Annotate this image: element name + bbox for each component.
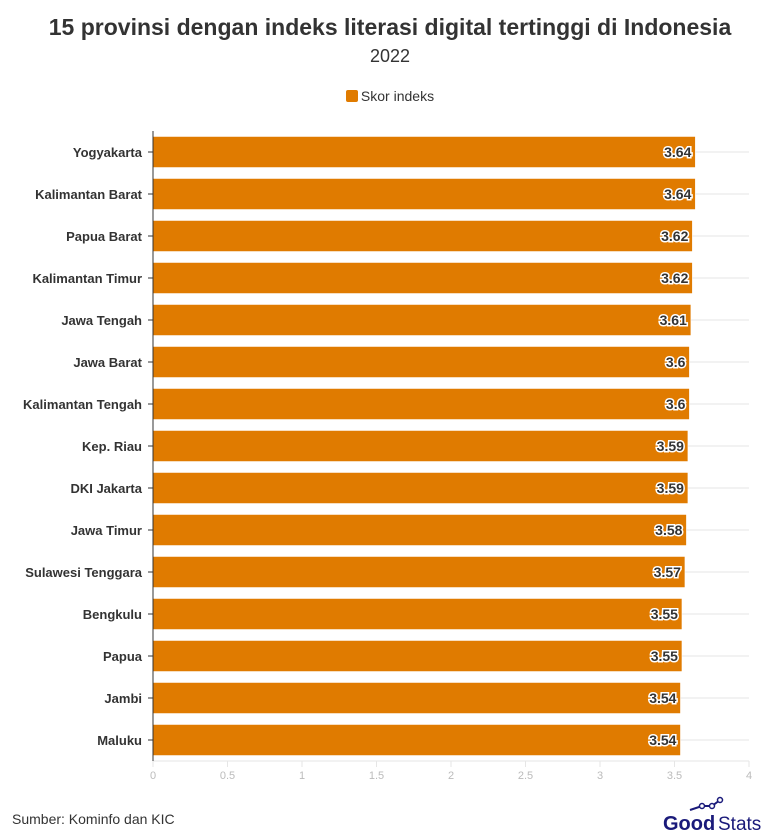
x-tick-label: 0: [150, 770, 156, 782]
y-tick-label: Papua Barat: [66, 229, 143, 244]
bar[interactable]: [152, 136, 696, 168]
data-label: 3.59: [657, 438, 684, 454]
bar[interactable]: [152, 640, 683, 672]
data-label: 3.54: [649, 690, 676, 706]
bar[interactable]: [152, 220, 693, 252]
y-tick-label: Kalimantan Timur: [32, 271, 142, 286]
bar[interactable]: [152, 178, 696, 210]
x-tick-label: 3.5: [667, 770, 682, 782]
y-tick-label: Jawa Timur: [71, 523, 142, 538]
data-label: 3.6: [666, 396, 686, 412]
data-label: 3.64: [664, 144, 691, 160]
bar[interactable]: [152, 724, 681, 756]
legend-label: Skor indeks: [360, 88, 435, 104]
bar[interactable]: [152, 514, 687, 546]
y-tick-label: Jambi: [104, 691, 142, 706]
data-label: 3.62: [661, 228, 688, 244]
data-label: 3.58: [655, 522, 682, 538]
bar[interactable]: [152, 598, 683, 630]
source-note: Sumber: Kominfo dan KIC: [12, 811, 175, 827]
data-label: 3.62: [661, 270, 688, 286]
data-label: 3.64: [664, 186, 691, 202]
y-tick-label: Jawa Tengah: [61, 313, 142, 328]
bar[interactable]: [152, 556, 686, 588]
bar[interactable]: [152, 262, 693, 294]
data-label: 3.54: [649, 732, 676, 748]
legend[interactable]: Skor indeks: [0, 88, 780, 104]
x-tick-label: 4: [746, 770, 752, 782]
y-tick-label: Kalimantan Barat: [35, 187, 143, 202]
chart-subtitle: 2022: [369, 46, 411, 66]
bar[interactable]: [152, 388, 690, 420]
y-tick-label: Papua: [103, 649, 143, 664]
data-label: 3.59: [657, 480, 684, 496]
goodstats-logo: Good Stats: [660, 796, 770, 839]
svg-text:Stats: Stats: [718, 814, 761, 834]
chart-title: 15 provinsi dengan indeks literasi digit…: [48, 14, 732, 40]
y-tick-label: Bengkulu: [83, 607, 142, 622]
x-tick-label: 2.5: [518, 770, 533, 782]
data-label: 3.6: [666, 354, 686, 370]
bar[interactable]: [152, 682, 681, 714]
y-tick-label: Kep. Riau: [82, 439, 142, 454]
data-label: 3.61: [660, 312, 687, 328]
y-tick-label: Maluku: [97, 733, 142, 748]
bar[interactable]: [152, 346, 690, 378]
y-tick-label: Kalimantan Tengah: [23, 397, 142, 412]
y-tick-label: DKI Jakarta: [70, 481, 142, 496]
data-label: 3.55: [651, 648, 678, 664]
bar[interactable]: [152, 304, 692, 336]
data-label: 3.57: [654, 564, 681, 580]
svg-text:Good: Good: [663, 813, 715, 834]
legend-swatch: [345, 90, 358, 102]
y-tick-label: Jawa Barat: [73, 355, 142, 370]
y-tick-label: Sulawesi Tenggara: [25, 565, 143, 580]
x-tick-label: 3: [597, 770, 603, 782]
bar[interactable]: [152, 472, 689, 504]
x-tick-label: 2: [448, 770, 454, 782]
data-label: 3.55: [651, 606, 678, 622]
x-tick-label: 0.5: [220, 770, 235, 782]
y-tick-label: Yogyakarta: [73, 145, 143, 160]
x-tick-label: 1.5: [369, 770, 384, 782]
bar[interactable]: [152, 430, 689, 462]
x-tick-label: 1: [299, 770, 305, 782]
